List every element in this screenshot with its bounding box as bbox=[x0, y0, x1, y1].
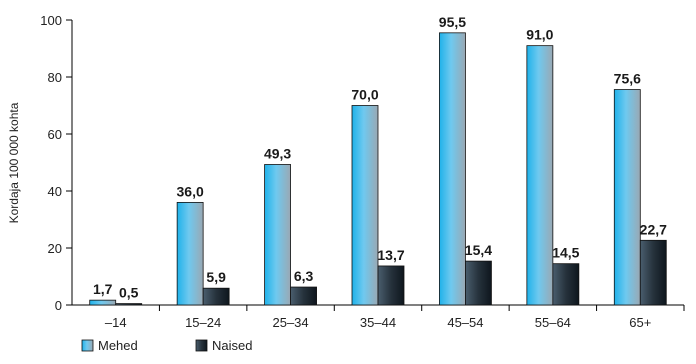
bar-naised bbox=[115, 303, 143, 306]
x-tick-label: 55–64 bbox=[535, 315, 571, 330]
y-tick-label: 60 bbox=[48, 127, 62, 142]
legend: Mehed Naised bbox=[81, 338, 252, 353]
x-tick-label: 65+ bbox=[629, 315, 651, 330]
bar-mehed bbox=[89, 299, 117, 306]
data-label: 0,5 bbox=[119, 285, 139, 301]
bar-naised bbox=[465, 260, 492, 306]
data-label: 14,5 bbox=[552, 245, 579, 261]
data-label: 6,3 bbox=[294, 268, 314, 284]
x-tick-label: 15–24 bbox=[185, 315, 221, 330]
y-tick-label: 20 bbox=[48, 241, 62, 256]
legend-label: Mehed bbox=[98, 338, 138, 353]
data-label: 15,4 bbox=[465, 242, 492, 258]
bar-mehed bbox=[613, 89, 641, 306]
y-tick-label: 40 bbox=[48, 184, 62, 199]
bar-mehed bbox=[176, 201, 204, 306]
plot-area: 0 20 40 60 80 100 –14 15–24 25–34 35–44 45–54 55–64… bbox=[40, 13, 685, 330]
x-tick-label: –14 bbox=[105, 315, 127, 330]
data-label: 22,7 bbox=[640, 221, 667, 237]
x-tick-label: 45–54 bbox=[447, 315, 483, 330]
data-label: 49,3 bbox=[264, 145, 291, 161]
y-tick-label: 80 bbox=[48, 70, 62, 85]
data-label: 5,9 bbox=[206, 269, 226, 285]
bar-mehed bbox=[526, 45, 554, 306]
data-label: 13,7 bbox=[377, 247, 404, 263]
bar-mehed bbox=[351, 105, 379, 306]
data-label: 1,7 bbox=[93, 281, 113, 297]
bar-naised bbox=[202, 287, 230, 306]
data-label: 91,0 bbox=[526, 27, 553, 43]
data-label: 36,0 bbox=[177, 183, 204, 199]
x-tick-label: 35–44 bbox=[360, 315, 396, 330]
data-label: 95,5 bbox=[439, 14, 466, 30]
y-tick-label: 100 bbox=[40, 13, 62, 28]
bar-mehed bbox=[439, 32, 466, 306]
legend-label: Naised bbox=[212, 338, 252, 353]
legend-swatch bbox=[81, 339, 94, 352]
legend-swatch bbox=[195, 339, 208, 352]
bar-naised bbox=[377, 265, 405, 306]
bar-naised bbox=[552, 263, 580, 306]
data-label: 75,6 bbox=[614, 71, 641, 87]
data-label: 70,0 bbox=[351, 87, 378, 103]
bar-naised bbox=[290, 286, 317, 306]
y-tick-label: 0 bbox=[55, 298, 62, 313]
y-axis-title: Kordaja 100 000 kohta bbox=[7, 102, 21, 223]
bar-mehed bbox=[264, 164, 291, 306]
bar-naised bbox=[639, 239, 667, 306]
x-tick-label: 25–34 bbox=[272, 315, 308, 330]
